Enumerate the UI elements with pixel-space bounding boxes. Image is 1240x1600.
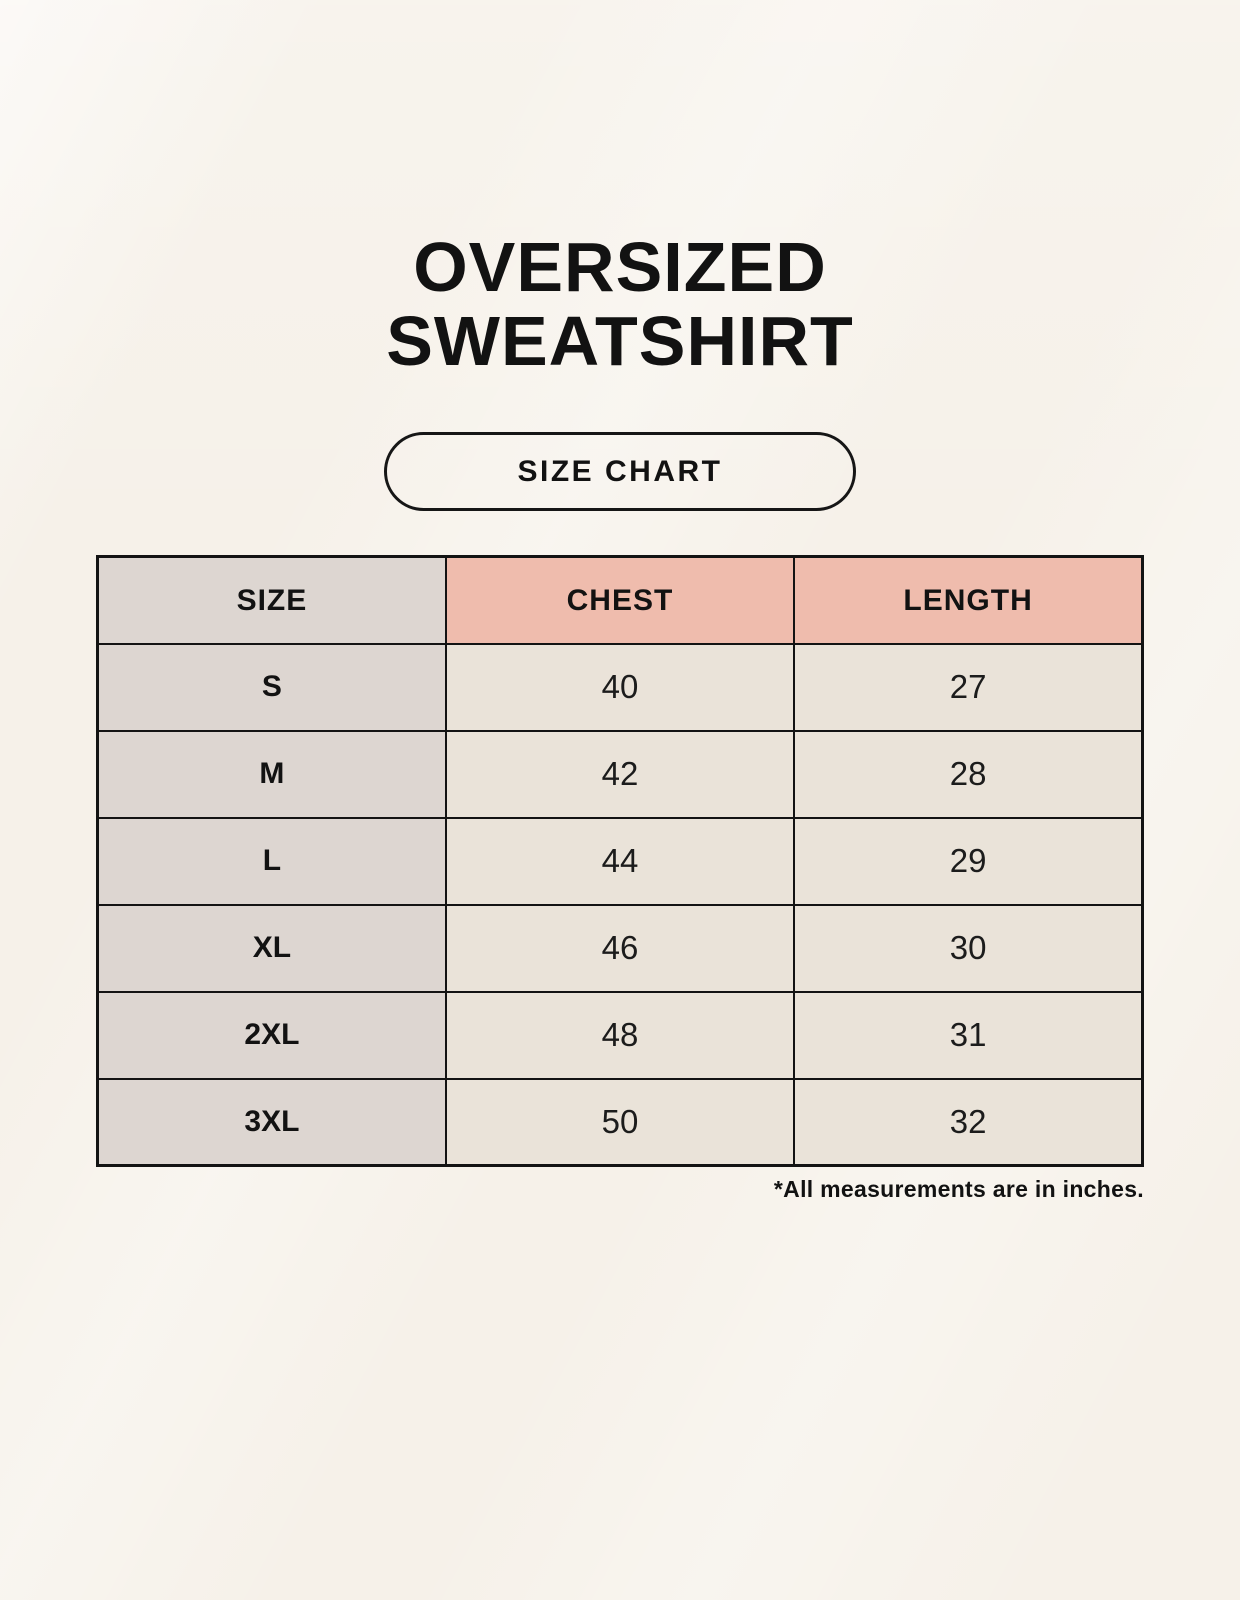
length-cell: 29	[793, 816, 1144, 906]
column-header-size: SIZE	[96, 555, 447, 645]
size-cell: L	[96, 816, 447, 906]
size-chart-badge[interactable]: SIZE CHART	[384, 432, 856, 512]
length-cell: 30	[793, 903, 1144, 993]
table-row: 3XL 50 32	[96, 1077, 1144, 1167]
table-row: M 42 28	[96, 729, 1144, 819]
size-cell: 2XL	[96, 990, 447, 1080]
size-chart-badge-label: SIZE CHART	[517, 454, 723, 488]
length-cell: 32	[793, 1077, 1144, 1167]
length-cell: 27	[793, 642, 1144, 732]
size-table: SIZE CHEST LENGTH S 40 27 M 42 28 L 44 2…	[96, 555, 1144, 1168]
size-cell: M	[96, 729, 447, 819]
chest-cell: 46	[444, 903, 796, 993]
length-cell: 28	[793, 729, 1144, 819]
table-row: S 40 27	[96, 642, 1144, 732]
table-row: L 44 29	[96, 816, 1144, 906]
chest-cell: 40	[444, 642, 796, 732]
page-title-line1: OVERSIZED	[413, 228, 827, 306]
chest-cell: 44	[444, 816, 796, 906]
page-title-line2: SWEATSHIRT	[386, 302, 854, 381]
size-cell: XL	[96, 903, 447, 993]
chest-cell: 42	[444, 729, 796, 819]
table-header-row: SIZE CHEST LENGTH	[96, 555, 1144, 645]
table-row: XL 46 30	[96, 903, 1144, 993]
chest-cell: 50	[444, 1077, 796, 1167]
column-header-length: LENGTH	[793, 555, 1144, 645]
page-title: OVERSIZED SWEATSHIRT	[0, 0, 1240, 378]
chest-cell: 48	[444, 990, 796, 1080]
column-header-chest: CHEST	[444, 555, 796, 645]
length-cell: 31	[793, 990, 1144, 1080]
size-cell: 3XL	[96, 1077, 447, 1167]
measurements-note: *All measurements are in inches.	[773, 1176, 1144, 1203]
size-cell: S	[96, 642, 447, 732]
table-row: 2XL 48 31	[96, 990, 1144, 1080]
